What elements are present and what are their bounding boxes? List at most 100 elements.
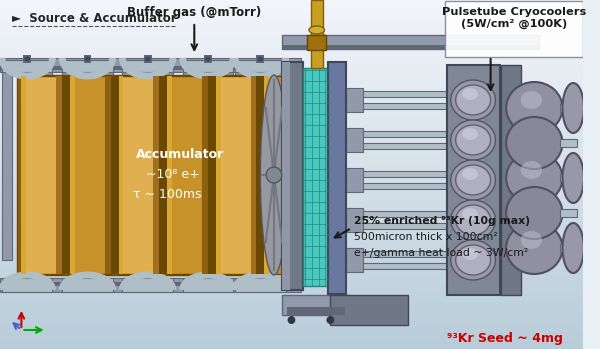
Bar — [0, 245, 583, 246]
Bar — [0, 151, 583, 152]
Bar — [163, 60, 173, 260]
Bar — [0, 52, 583, 53]
Bar — [0, 171, 583, 172]
Bar — [0, 180, 583, 181]
Bar — [0, 263, 583, 264]
Bar — [0, 186, 583, 187]
Bar — [0, 32, 583, 33]
Bar — [154, 76, 160, 274]
Bar — [0, 301, 583, 302]
Bar — [0, 240, 583, 241]
Bar — [0, 3, 583, 4]
Bar — [0, 112, 583, 113]
Bar — [346, 168, 364, 192]
Ellipse shape — [451, 160, 496, 200]
Bar — [0, 81, 583, 82]
Bar — [215, 76, 256, 274]
Bar — [0, 162, 583, 163]
Bar — [0, 228, 583, 229]
Bar — [0, 312, 583, 313]
Ellipse shape — [205, 57, 211, 61]
Bar — [0, 256, 583, 257]
Bar — [0, 205, 583, 206]
Bar — [0, 75, 583, 76]
Bar — [0, 268, 583, 269]
Bar — [0, 13, 583, 14]
Bar — [0, 69, 583, 70]
Bar — [0, 147, 583, 148]
Bar — [0, 2, 583, 3]
Bar — [0, 34, 583, 35]
Bar — [0, 109, 583, 110]
Bar — [311, 0, 323, 68]
Bar — [0, 282, 301, 286]
Bar — [0, 338, 583, 339]
Bar — [346, 91, 501, 97]
Ellipse shape — [266, 167, 282, 183]
Bar — [0, 132, 583, 133]
Bar — [0, 50, 583, 51]
Bar — [0, 236, 583, 237]
Bar — [0, 24, 583, 25]
Bar — [0, 80, 583, 81]
Bar — [0, 212, 583, 213]
Ellipse shape — [451, 200, 496, 240]
Bar — [0, 244, 583, 245]
Bar — [0, 152, 583, 153]
Bar — [0, 223, 583, 224]
Bar — [0, 168, 583, 169]
Bar — [0, 328, 583, 329]
Bar — [282, 45, 539, 50]
Bar — [0, 275, 583, 276]
Bar — [0, 227, 583, 228]
Bar — [0, 291, 583, 292]
Ellipse shape — [309, 26, 325, 34]
Bar — [0, 57, 583, 58]
Bar — [122, 278, 173, 292]
Bar — [0, 196, 583, 197]
Bar — [0, 315, 583, 316]
Bar — [0, 153, 583, 154]
Bar — [346, 103, 501, 109]
Bar — [0, 130, 583, 131]
Bar — [560, 244, 577, 252]
Bar — [0, 295, 583, 296]
Bar — [282, 62, 290, 290]
Bar — [0, 40, 583, 41]
Bar — [103, 60, 113, 260]
Bar — [0, 29, 583, 30]
Bar — [346, 171, 501, 177]
Bar — [0, 183, 583, 184]
Bar — [0, 259, 583, 260]
Bar — [0, 235, 583, 236]
Bar — [0, 163, 583, 164]
Bar — [0, 173, 583, 174]
Bar — [0, 326, 583, 327]
Bar — [0, 247, 583, 248]
Bar — [0, 101, 583, 102]
Bar — [0, 82, 583, 83]
Bar — [0, 267, 583, 268]
Bar — [346, 263, 501, 269]
Bar — [0, 158, 583, 159]
Bar — [0, 71, 583, 72]
Bar — [0, 178, 583, 179]
Bar — [0, 62, 583, 63]
Bar — [0, 217, 583, 218]
Bar — [0, 72, 583, 73]
Ellipse shape — [326, 316, 334, 324]
Bar — [17, 75, 275, 275]
Bar — [0, 292, 583, 293]
Bar — [0, 107, 583, 108]
Bar — [111, 76, 119, 274]
Bar — [0, 176, 583, 177]
Bar — [0, 125, 583, 126]
Bar — [0, 139, 583, 140]
Bar — [0, 274, 583, 275]
Bar — [0, 76, 583, 77]
Bar — [0, 17, 583, 18]
Bar — [0, 4, 583, 5]
Bar — [0, 286, 583, 287]
Bar — [0, 117, 583, 118]
Bar — [0, 143, 583, 144]
